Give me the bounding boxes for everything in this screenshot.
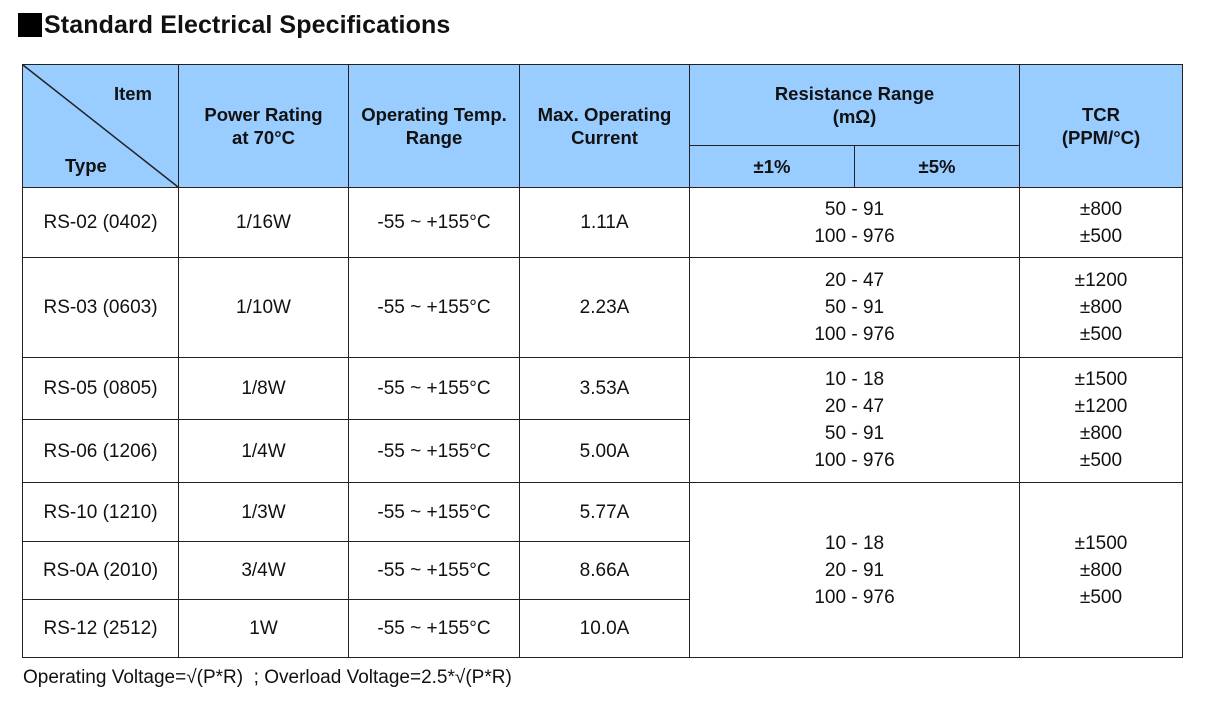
title-text: Standard Electrical Specifications	[44, 10, 451, 39]
current-cell: 3.53A	[519, 357, 690, 420]
tcr-value: ±500	[1079, 324, 1123, 345]
tcr-cell: ±800 ±500	[1019, 187, 1183, 258]
type-cell: RS-06 (1206)	[22, 419, 179, 483]
voltage-note: Operating Voltage=√(P*R) ; Overload Volt…	[23, 665, 512, 691]
power-cell: 1/10W	[178, 257, 349, 358]
sqrt-icon: √	[186, 667, 197, 688]
type-cell: RS-02 (0402)	[22, 187, 179, 258]
note-operating-voltage: Operating Voltage=	[23, 667, 187, 688]
current-cell: 2.23A	[519, 257, 690, 358]
header-tcr: TCR (PPM/°C)	[1019, 64, 1183, 188]
temp-cell: -55 ~ +155°C	[348, 482, 520, 542]
temp-cell: -55 ~ +155°C	[348, 357, 520, 420]
type-cell: RS-12 (2512)	[22, 599, 179, 658]
header-resistance-line1: Resistance Range	[774, 83, 935, 104]
header-max-current-line1: Max. Operating	[537, 104, 672, 125]
header-tolerance-1pct: ±1%	[689, 145, 855, 188]
current-cell: 8.66A	[519, 541, 690, 600]
current-cell: 5.77A	[519, 482, 690, 542]
header-max-current: Max. Operating Current	[519, 64, 690, 188]
power-cell: 1/4W	[178, 419, 349, 483]
header-tcr-line2: (PPM/°C)	[1061, 127, 1141, 148]
current-cell: 5.00A	[519, 419, 690, 483]
header-type-label: Type	[65, 155, 107, 176]
table-row: RS-10 (1210) 1/3W -55 ~ +155°C 5.77A 10 …	[22, 482, 1183, 658]
tcr-value: ±500	[1079, 450, 1123, 471]
tcr-value: ±1500	[1074, 532, 1128, 554]
header-operating-temp-line2: Range	[405, 127, 463, 148]
tcr-value: ±800	[1079, 423, 1123, 444]
tcr-value: ±800	[1079, 297, 1123, 318]
resistance-cell: 50 - 91 100 - 976	[689, 187, 1020, 258]
temp-cell: -55 ~ +155°C	[348, 599, 520, 658]
resistance-value: 20 - 47	[824, 396, 885, 417]
header-tcr-line1: TCR	[1081, 104, 1121, 125]
power-cell: 3/4W	[178, 541, 349, 600]
type-cell: RS-0A (2010)	[22, 541, 179, 600]
tcr-value: ±1200	[1074, 270, 1128, 291]
power-cell: 1/3W	[178, 482, 349, 542]
temp-cell: -55 ~ +155°C	[348, 257, 520, 358]
resistance-value: 100 - 976	[814, 450, 895, 471]
resistance-cell: 10 - 18 20 - 91 100 - 976	[689, 482, 1020, 658]
resistance-value: 20 - 47	[824, 270, 885, 291]
current-cell: 1.11A	[519, 187, 690, 258]
note-operating-formula: (P*R)	[196, 667, 244, 688]
power-cell: 1/16W	[178, 187, 349, 258]
resistance-value: 20 - 91	[824, 559, 885, 581]
header-max-current-line2: Current	[571, 127, 638, 148]
resistance-value: 50 - 91	[824, 198, 885, 220]
tcr-value: ±800	[1079, 559, 1123, 581]
tcr-value: ±1200	[1074, 396, 1128, 417]
diagonal-divider-icon	[23, 65, 178, 187]
temp-cell: -55 ~ +155°C	[348, 541, 520, 600]
resistance-value: 100 - 976	[814, 586, 895, 608]
header-resistance-line2: (mΩ)	[832, 106, 877, 127]
table-row: RS-03 (0603) 1/10W -55 ~ +155°C 2.23A 20…	[22, 257, 1183, 358]
tcr-value: ±1500	[1074, 369, 1128, 390]
resistance-cell: 10 - 18 20 - 47 50 - 91 100 - 976	[689, 357, 1020, 483]
header-power-rating: Power Rating at 70°C	[178, 64, 349, 188]
resistance-value: 100 - 976	[814, 225, 895, 247]
power-cell: 1W	[178, 599, 349, 658]
note-overload-formula: (P*R)	[465, 667, 512, 688]
sqrt-icon: √	[454, 667, 466, 688]
header-operating-temp-line1: Operating Temp.	[361, 104, 507, 125]
type-cell: RS-05 (0805)	[22, 357, 179, 420]
header-resistance-range: Resistance Range (mΩ)	[689, 64, 1020, 146]
tcr-value: ±800	[1079, 198, 1123, 220]
tcr-cell: ±1200 ±800 ±500	[1019, 257, 1183, 358]
resistance-cell: 20 - 47 50 - 91 100 - 976	[689, 257, 1020, 358]
table-row: RS-02 (0402) 1/16W -55 ~ +155°C 1.11A 50…	[22, 187, 1183, 258]
header-operating-temp: Operating Temp. Range	[348, 64, 520, 188]
resistance-value: 100 - 976	[814, 324, 895, 345]
type-cell: RS-10 (1210)	[22, 482, 179, 542]
tcr-cell: ±1500 ±1200 ±800 ±500	[1019, 357, 1183, 483]
resistance-value: 10 - 18	[824, 369, 885, 390]
table-row: RS-0A (2010) 3/4W -55 ~ +155°C 8.66A	[22, 541, 1183, 600]
resistance-value: 50 - 91	[824, 423, 885, 444]
header-power-rating-line2: at 70°C	[232, 127, 295, 148]
power-cell: 1/8W	[178, 357, 349, 420]
resistance-value: 10 - 18	[824, 532, 885, 554]
tcr-value: ±500	[1079, 225, 1123, 247]
resistance-value: 50 - 91	[824, 297, 885, 318]
tcr-cell: ±1500 ±800 ±500	[1019, 482, 1183, 658]
page-title: Standard Electrical Specifications	[18, 8, 450, 42]
header-power-rating-line1: Power Rating	[204, 104, 323, 125]
table-row: RS-05 (0805) 1/8W -55 ~ +155°C 3.53A 10 …	[22, 357, 1183, 483]
table-row: RS-12 (2512) 1W -55 ~ +155°C 10.0A	[22, 599, 1183, 658]
header-row-1: Item Type Power Rating at 70°C Operating…	[22, 64, 1183, 188]
temp-cell: -55 ~ +155°C	[348, 419, 520, 483]
current-cell: 10.0A	[519, 599, 690, 658]
temp-cell: -55 ~ +155°C	[348, 187, 520, 258]
spec-table: Item Type Power Rating at 70°C Operating…	[22, 64, 1183, 658]
note-overload-voltage: ; Overload Voltage=2.5*	[243, 667, 455, 688]
type-cell: RS-03 (0603)	[22, 257, 179, 358]
title-square-icon	[18, 13, 42, 37]
header-item-type-cell: Item Type	[22, 64, 179, 188]
header-item-label: Item	[113, 83, 152, 104]
tcr-value: ±500	[1079, 586, 1123, 608]
header-tolerance-5pct: ±5%	[854, 145, 1020, 188]
